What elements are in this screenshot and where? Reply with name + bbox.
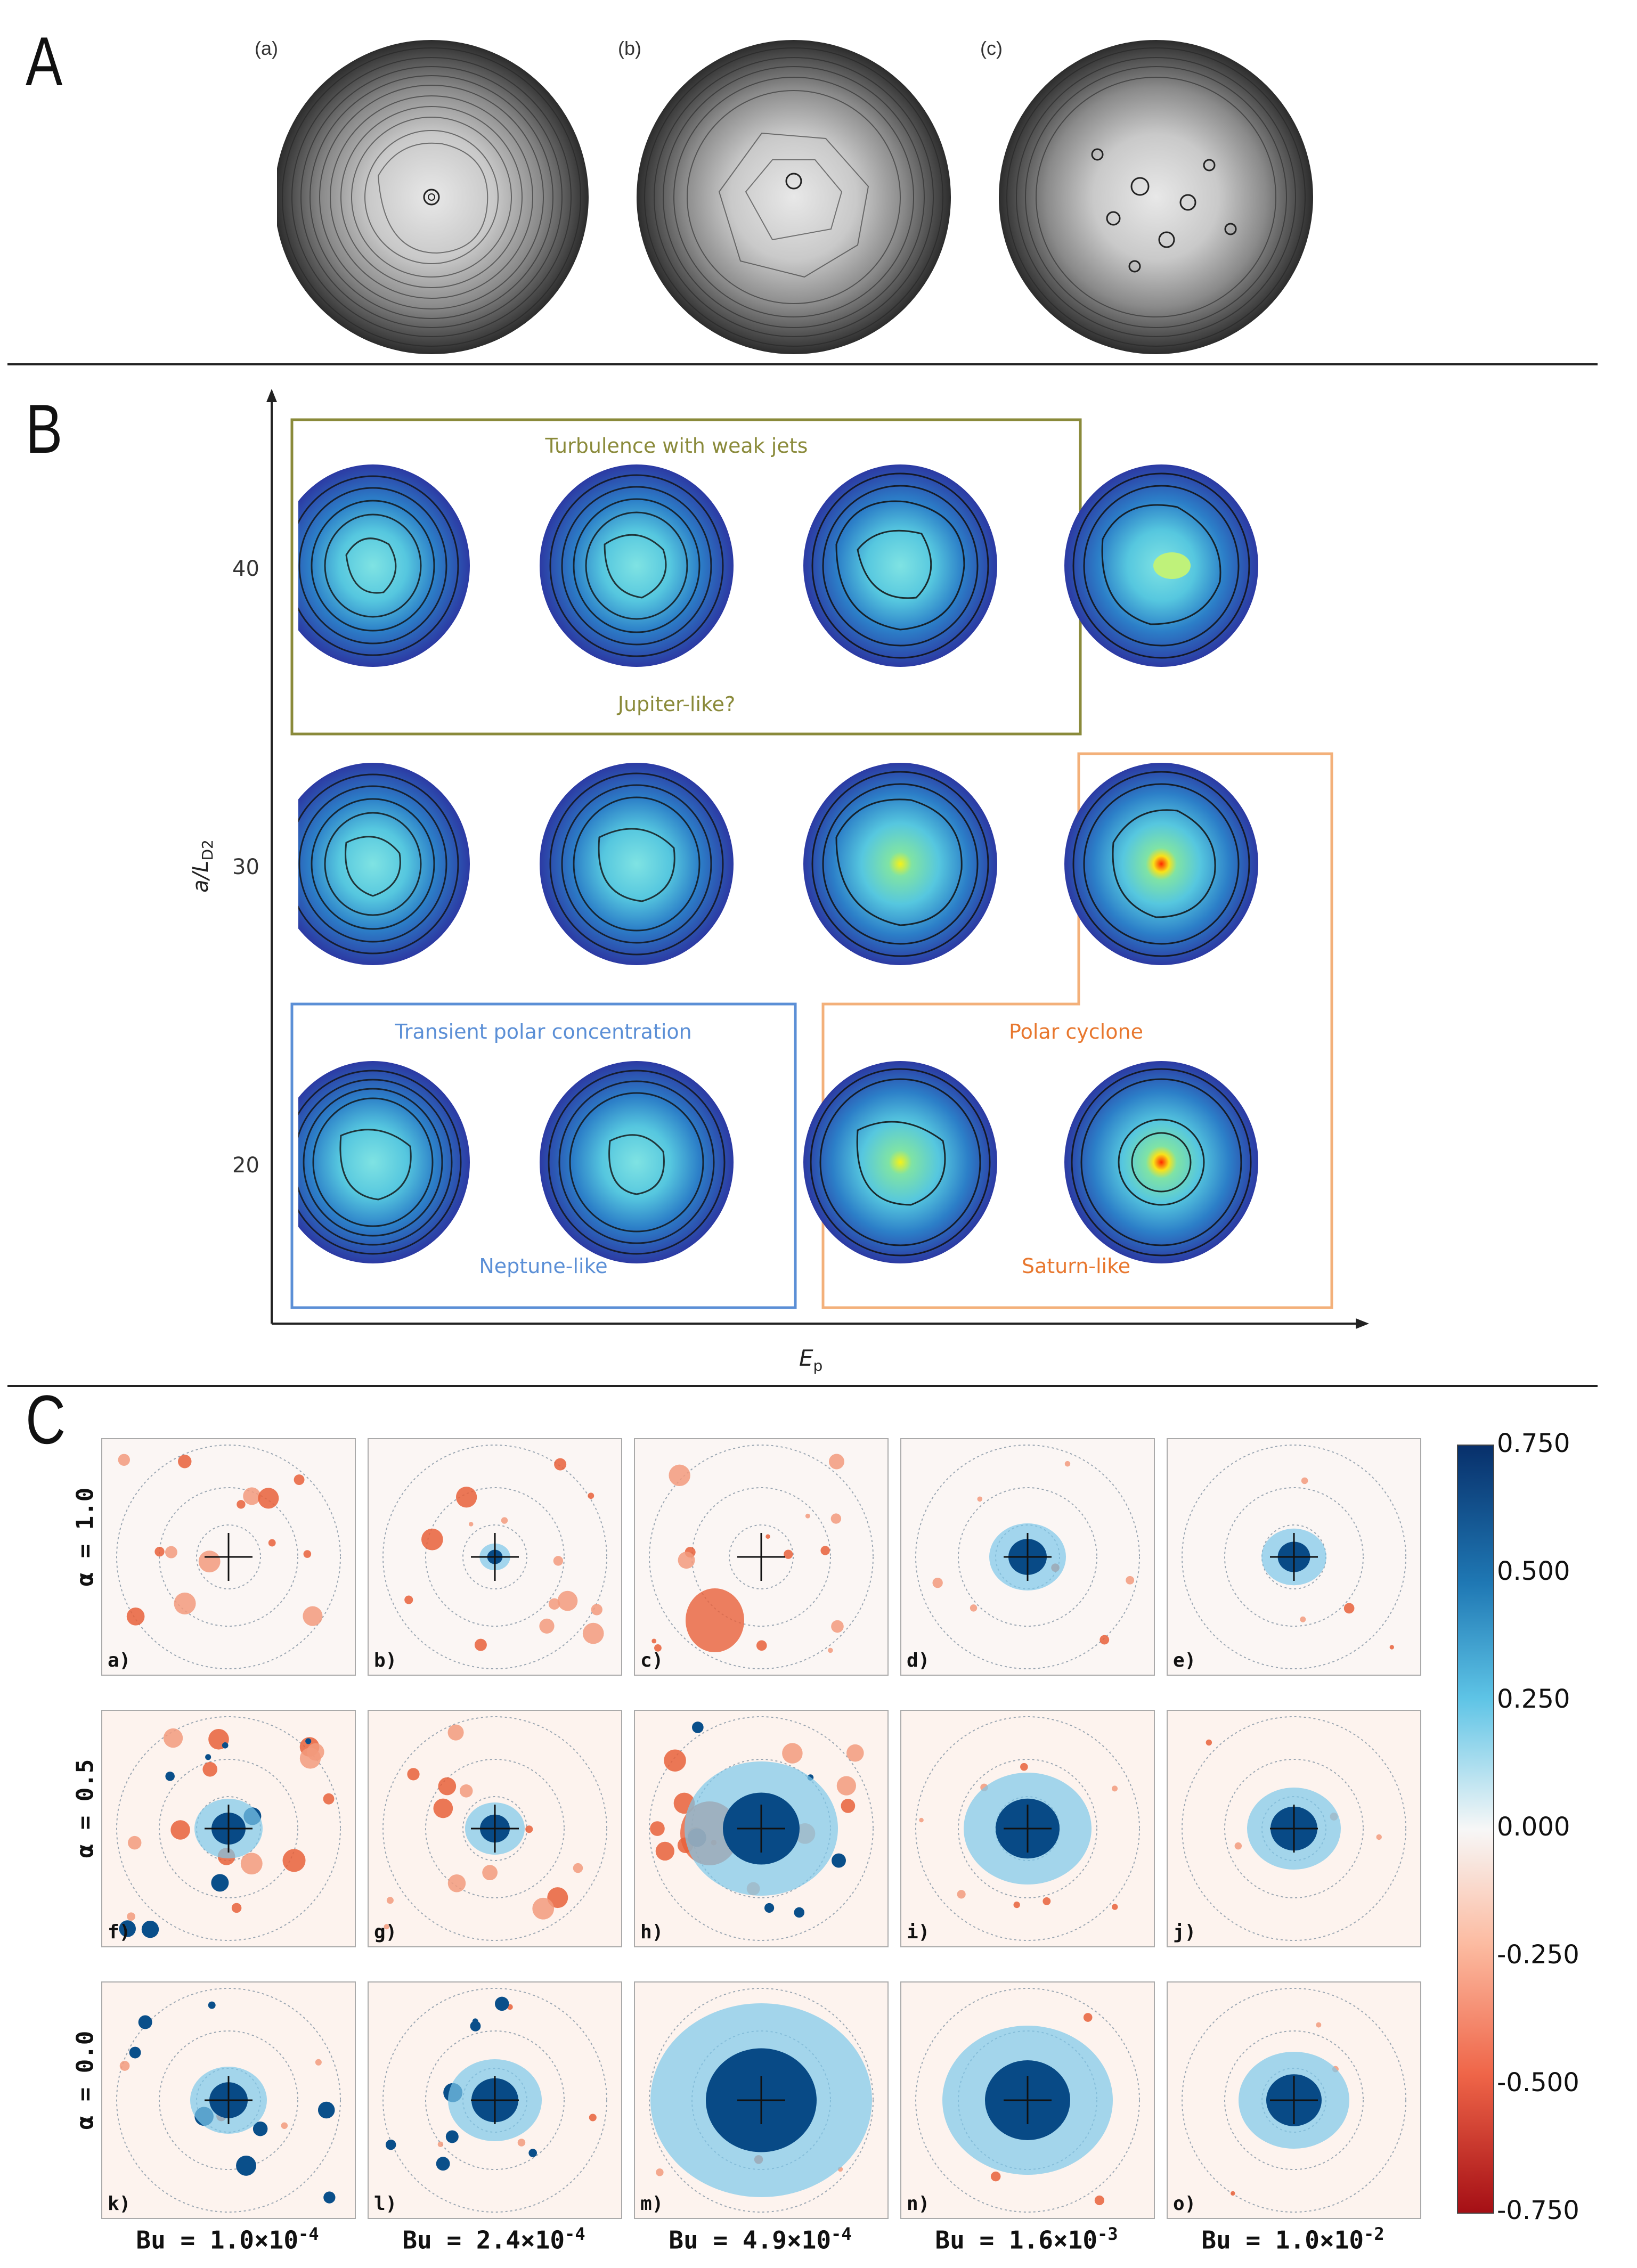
colorbar-tick-neg0.250: -0.250: [1497, 1940, 1579, 1970]
panel-cell-label: n): [907, 2193, 930, 2215]
y-axis-label: a/LD2: [188, 839, 216, 893]
y-tick-30: 30: [232, 855, 259, 879]
panel-letter-b: B: [26, 390, 63, 468]
column-label-4: Bu = 1.6×10-3: [935, 2224, 1118, 2255]
vorticity-panel: d): [900, 1438, 1155, 1676]
column-label-3: Bu = 4.9×10-4: [669, 2224, 852, 2255]
subfigure-label-b: (b): [618, 37, 641, 59]
colorbar-tick-neg0.500: -0.500: [1497, 2068, 1579, 2098]
panel-cell-label: o): [1173, 2193, 1196, 2215]
panel-cell-label: h): [640, 1921, 664, 1943]
cyclone-subtitle: Saturn-like: [1021, 1254, 1131, 1278]
disk-40-2: [540, 464, 734, 667]
vorticity-panel: e): [1167, 1438, 1421, 1676]
panel-cell-label: c): [640, 1650, 664, 1671]
disk-30-3: [803, 763, 997, 965]
panel-cell-label: d): [907, 1650, 930, 1671]
colorbar: [1457, 1445, 1494, 2214]
disk-20-1: [298, 1061, 470, 1263]
vorticity-panel: l): [368, 1981, 622, 2219]
disk-30-2: [540, 763, 734, 965]
section-b-axes: [266, 389, 1369, 1329]
vorticity-panel: a): [101, 1438, 356, 1676]
panel-cell-label: b): [374, 1650, 397, 1671]
panel-cell-label: j): [1173, 1921, 1196, 1943]
transient-box: [290, 1002, 797, 1309]
vorticity-panel: n): [900, 1981, 1155, 2219]
panel-cell-label: i): [907, 1921, 930, 1943]
vorticity-panel: j): [1167, 1710, 1421, 1947]
panel-letter-a: A: [26, 22, 63, 100]
turbulence-title: Turbulence with weak jets: [545, 434, 808, 458]
globe-a: [277, 40, 589, 354]
panel-cell-label: e): [1173, 1650, 1196, 1671]
divider-a-b: [7, 363, 1598, 365]
transient-title: Transient polar concentration: [395, 1020, 692, 1043]
panel-cell-label: g): [374, 1921, 397, 1943]
section-b-disks: [298, 464, 1258, 1263]
panel-cell-label: k): [108, 2193, 131, 2215]
row-label-alpha-0: α = 0.0: [71, 2030, 99, 2130]
colorbar-tick-0.000: 0.000: [1497, 1812, 1570, 1842]
vorticity-panel: k): [101, 1981, 356, 2219]
panel-cell-label: m): [640, 2193, 664, 2215]
subfigure-label-c: (c): [980, 37, 1003, 59]
colorbar-tick-neg0.750: -0.750: [1497, 2196, 1579, 2225]
disk-30-1: [298, 763, 470, 965]
disk-20-2: [540, 1061, 734, 1263]
vorticity-panel: b): [368, 1438, 622, 1676]
divider-b-c: [7, 1385, 1598, 1387]
vorticity-panel: o): [1167, 1981, 1421, 2219]
x-axis-label: Ep: [799, 1345, 823, 1375]
turbulence-subtitle: Jupiter-like?: [617, 692, 736, 716]
disk-40-1: [298, 464, 470, 667]
colorbar-tick-0.500: 0.500: [1497, 1556, 1570, 1586]
disk-40-4: [1064, 464, 1258, 667]
colorbar-tick-0.750: 0.750: [1497, 1429, 1570, 1458]
y-tick-40: 40: [232, 557, 259, 581]
vorticity-panel: i): [900, 1710, 1155, 1947]
vorticity-panel: c): [634, 1438, 889, 1676]
disk-30-4: [1064, 763, 1258, 965]
vorticity-panel: h): [634, 1710, 889, 1947]
panel-cell-label: a): [108, 1650, 131, 1671]
disk-40-3: [803, 464, 997, 667]
globe-b: [637, 40, 951, 354]
column-label-2: Bu = 2.4×10-4: [402, 2224, 585, 2255]
cyclone-box: [821, 752, 1333, 1309]
vorticity-panel: g): [368, 1710, 622, 1947]
subfigure-label-a: (a): [255, 37, 278, 59]
y-tick-20: 20: [232, 1153, 259, 1178]
cyclone-title: Polar cyclone: [1009, 1020, 1143, 1043]
panel-cell-label: f): [108, 1921, 131, 1943]
panel-letter-c: C: [26, 1381, 66, 1458]
vorticity-panel: m): [634, 1981, 889, 2219]
row-label-alpha-0.5: α = 0.5: [71, 1759, 99, 1858]
vorticity-panel: f): [101, 1710, 356, 1947]
panel-cell-label: l): [374, 2193, 397, 2215]
disk-20-4: [1064, 1061, 1258, 1263]
disk-20-3: [803, 1061, 997, 1263]
colorbar-tick-0.250: 0.250: [1497, 1684, 1570, 1714]
column-label-1: Bu = 1.0×10-4: [136, 2224, 319, 2255]
row-label-alpha-1: α = 1.0: [71, 1487, 99, 1587]
section-a-globes: [277, 40, 1313, 354]
globe-c: [999, 40, 1313, 354]
column-label-5: Bu = 1.0×10-2: [1201, 2224, 1384, 2255]
transient-subtitle: Neptune-like: [479, 1254, 608, 1278]
